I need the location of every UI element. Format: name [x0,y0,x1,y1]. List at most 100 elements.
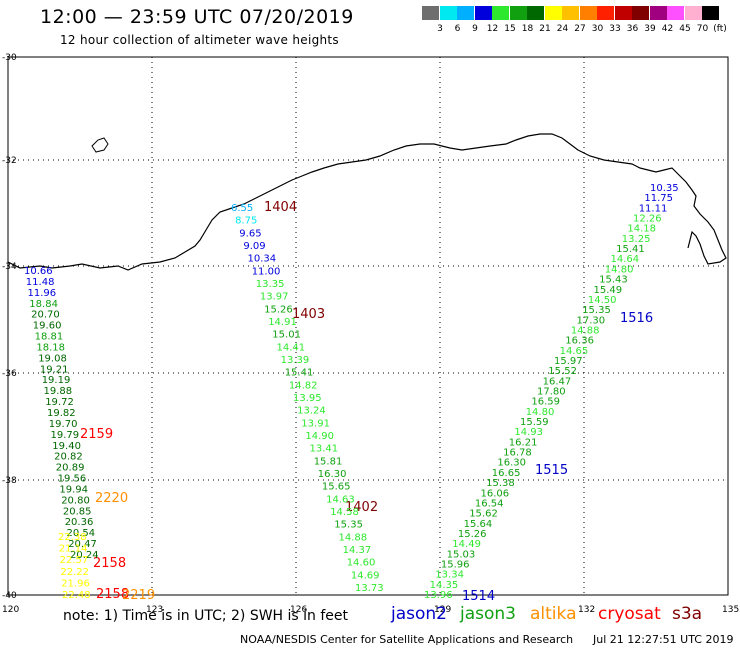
legend-item-jason3: jason3 [460,604,516,624]
wave-height-value: 14.80 [526,407,555,418]
wave-height-value: 13.96 [424,590,453,601]
footer-organization: NOAA/NESDIS Center for Satellite Applica… [240,633,574,646]
wave-height-value: 15.52 [548,366,577,377]
wave-height-value: 11.00 [252,266,281,277]
wave-height-value: 19.79 [51,430,80,441]
legend-item-cryosat: cryosat [598,604,661,624]
longitude-label: 135 [722,605,739,615]
wave-height-value: 13.91 [301,418,330,429]
wave-height-value: 13.95 [293,393,322,404]
wave-height-value: 19.21 [40,364,69,375]
latitude-label: -32 [2,156,17,166]
map-frame [7,56,729,596]
wave-height-value: 12.26 [633,214,662,225]
wave-height-value: 19.40 [52,441,81,452]
wave-height-value: 14.63 [326,494,355,505]
wave-height-value: 18.81 [35,332,64,343]
color-swatch [597,6,614,20]
wave-height-value: 15.41 [616,244,645,255]
map-grid: -30 -32 -34 -36 -38 -40 120 123 126 129 132 135 [2,53,739,615]
wave-height-value: 18.18 [36,343,65,354]
color-scale-label: 27 [574,24,586,34]
wave-height-value: 22.57 [60,555,89,566]
pass-time-label: 1402 [345,500,378,515]
wave-height-value: 13.24 [297,406,326,417]
color-swatch [684,6,702,20]
pass-time-label: 2220 [95,491,128,506]
color-swatch [579,6,597,20]
wave-height-value: 18.84 [29,299,58,310]
wave-height-value: 17.80 [537,387,566,398]
pass-time-label: 1516 [620,311,653,326]
units-note: note: 1) Time is in UTC; 2) SWH is in fe… [63,608,349,624]
wave-height-value: 22.22 [60,567,89,578]
wave-height-value: 15.35 [334,520,363,531]
wave-height-value: 15.38 [486,478,515,489]
longitude-label: 129 [434,605,451,615]
color-scale-unit: (ft) [713,24,727,34]
longitude-label: 132 [578,605,595,615]
color-scale-label: 12 [486,24,499,34]
color-scale-label: 6 [454,24,461,34]
color-swatch [509,6,527,20]
wave-height-value: 16.30 [497,458,526,469]
wave-height-value: 20.70 [31,310,60,321]
color-scale-label: 30 [591,24,604,34]
wave-height-value: 20.82 [54,452,83,463]
color-scale-label: 36 [626,24,639,34]
color-scale-label: 39 [644,24,656,34]
wave-height-value: 14.69 [351,570,380,581]
color-swatch [492,6,509,20]
wave-height-value: 14.82 [289,380,318,391]
pass-time-label: 1403 [292,307,325,322]
color-swatch [702,6,719,20]
wave-height-value: 19.08 [38,353,67,364]
wave-height-value: 20.85 [63,506,92,517]
pass-time-label: 1514 [462,589,495,604]
longitude-label: 126 [290,605,307,615]
wave-height-value: 14.49 [452,539,481,550]
wave-height-value: 16.47 [543,376,572,387]
footer-timestamp: Jul 21 12:27:51 UTC 2019 [593,633,734,646]
wave-height-value: 16.21 [509,437,538,448]
color-swatch [457,6,474,20]
color-swatch [649,6,667,20]
wave-height-value: 14.35 [430,580,459,591]
color-scale-label: 21 [539,24,551,34]
wave-height-value: 14.91 [268,317,297,328]
color-scale-label: 33 [609,24,621,34]
latitude-label: -40 [2,591,17,601]
wave-height-value: 16.06 [481,488,510,499]
wave-height-value: 11.11 [639,203,668,214]
wave-height-value: 15.41 [285,368,314,379]
wave-height-value: 13.35 [256,279,285,290]
wave-height-value: 11.96 [28,288,57,299]
color-scale-label: 42 [661,24,674,34]
wave-height-value: 20.47 [68,539,97,550]
wave-height-value: 22.48 [62,590,91,601]
wave-height-value: 20.36 [65,517,94,528]
color-scale-label: 24 [556,24,569,34]
wave-height-value: 14.80 [605,264,634,275]
color-scale-label: 18 [521,24,534,34]
wave-height-value: 11.48 [26,277,55,288]
wave-height-value: 10.35 [650,183,679,194]
wave-height-value: 17.30 [577,315,606,326]
coastline [7,133,727,271]
latitude-label: -34 [2,262,17,272]
wave-height-value: 14.64 [611,254,640,265]
wave-height-value: 10.66 [24,266,53,277]
wave-height-value: 13.25 [622,234,651,245]
color-swatch [562,6,579,20]
wave-height-value: 13.73 [355,583,384,594]
color-scale-label: 9 [472,24,478,34]
wave-height-value: 15.97 [554,356,583,367]
color-swatch [632,6,649,20]
color-swatch [527,6,544,20]
wave-height-value: 15.49 [594,285,623,296]
pass-time-label: 1515 [535,463,568,478]
pass-time-label: 2219 [122,588,155,603]
wave-height-value: 14.93 [514,427,543,438]
latitude-label: -38 [2,476,17,486]
